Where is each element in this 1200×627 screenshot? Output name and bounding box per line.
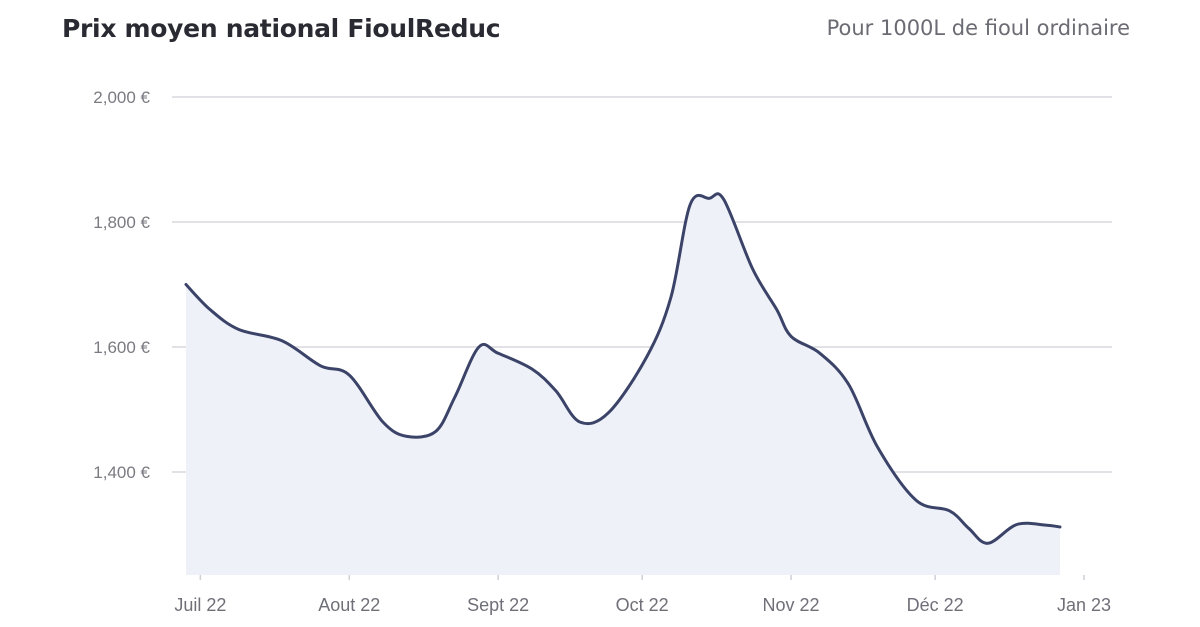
chart-title: Prix moyen national FioulReduc: [62, 14, 501, 43]
y-tick-label: 1,800 €: [93, 213, 150, 232]
x-tick-label: Juil 22: [174, 595, 226, 615]
chart-subtitle: Pour 1000L de fioul ordinaire: [826, 16, 1130, 40]
x-tick-label: Aout 22: [318, 595, 380, 615]
price-line: [184, 192, 1062, 545]
price-area-fill: [186, 193, 1060, 576]
x-tick-label: Déc 22: [907, 595, 964, 615]
x-tick-label: Nov 22: [763, 595, 820, 615]
y-tick-label: 1,400 €: [93, 463, 150, 482]
x-tick-label: Sept 22: [467, 595, 529, 615]
x-tick-label: Oct 22: [616, 595, 669, 615]
x-tick-label: Jan 23: [1057, 595, 1111, 615]
y-tick-label: 1,600 €: [93, 338, 150, 357]
y-tick-label: 2,000 €: [93, 88, 150, 107]
